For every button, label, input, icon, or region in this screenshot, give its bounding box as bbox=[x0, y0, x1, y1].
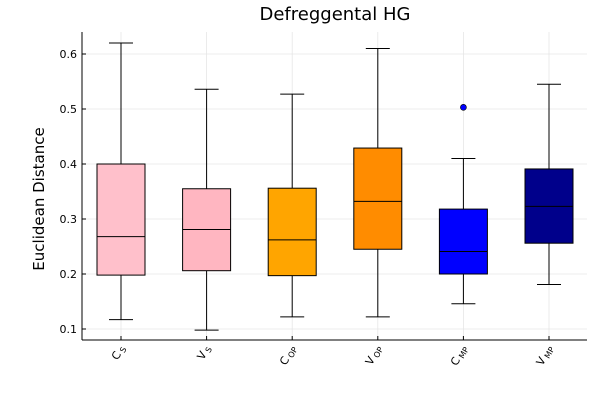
x-tick-label: VOP bbox=[363, 343, 386, 368]
y-axis-label: Euclidean Distance bbox=[30, 127, 48, 270]
x-tick-label: CMP bbox=[448, 343, 471, 369]
box-4 bbox=[438, 104, 488, 305]
y-tick-label: 0.5 bbox=[60, 103, 78, 116]
x-tick-label-sub: MP bbox=[543, 345, 557, 360]
chart-title: Defreggental HG bbox=[260, 4, 411, 25]
x-tick-label-sub: S bbox=[118, 346, 128, 355]
y-tick-label: 0.4 bbox=[60, 158, 78, 171]
boxes bbox=[96, 42, 574, 331]
box-body bbox=[353, 147, 403, 250]
box-body bbox=[438, 208, 488, 275]
x-tick-label-sub: OP bbox=[286, 345, 299, 359]
y-tick-label: 0.3 bbox=[60, 213, 78, 226]
x-tick-label: VMP bbox=[534, 343, 557, 369]
y-tick-label: 0.6 bbox=[60, 48, 78, 61]
x-tick-label: VS bbox=[195, 343, 214, 363]
box-3 bbox=[353, 48, 403, 318]
box-1 bbox=[182, 88, 232, 331]
x-tick-label-sub: OP bbox=[372, 345, 385, 359]
x-tick-label-sub: S bbox=[204, 346, 214, 355]
box-0 bbox=[96, 42, 146, 321]
outlier-point-0 bbox=[460, 104, 467, 111]
x-tick-label: COP bbox=[277, 343, 300, 368]
y-tick-label: 0.1 bbox=[60, 323, 78, 336]
box-5 bbox=[524, 83, 574, 285]
grid bbox=[82, 32, 587, 340]
box-body bbox=[267, 187, 317, 277]
box-body bbox=[96, 163, 146, 276]
x-tick-label: CS bbox=[109, 343, 129, 363]
y-tick-label: 0.2 bbox=[60, 268, 78, 281]
x-tick-label-sub: MP bbox=[457, 345, 471, 360]
box-2 bbox=[267, 93, 317, 318]
